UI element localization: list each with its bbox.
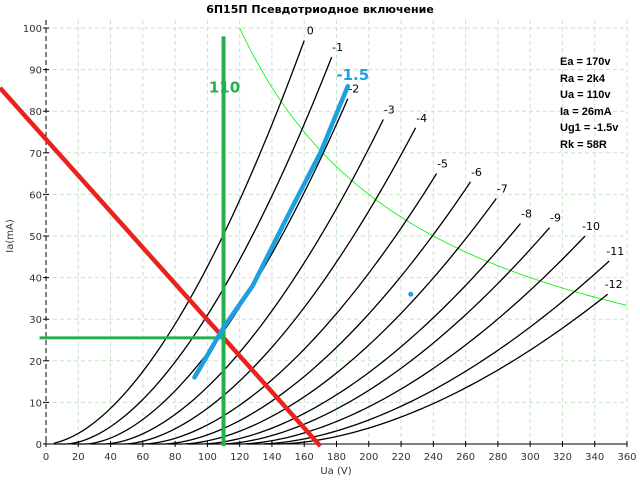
x-tick-label: 140 [262,452,281,463]
x-tick-label: 20 [72,452,85,463]
anode-curve [71,98,349,445]
y-tick-label: 100 [23,24,42,35]
x-axis-label: Ua (V) [320,466,351,477]
y-tick-label: 10 [29,398,42,409]
x-tick-label: 280 [488,452,507,463]
param-ua: Ua = 110v [560,89,611,101]
curve-label: -12 [605,278,623,291]
x-tick-label: 240 [424,452,443,463]
y-tick-label: 0 [36,440,42,451]
y-tick-label: 20 [29,357,42,368]
anode-curve [91,119,384,445]
axes: 0 20 40 60 80 100 120 140 160 180 200 220 240 260 280 3… [23,20,637,463]
x-tick-label: 80 [169,452,182,463]
overlays: 110 -1.5 [0,36,414,448]
x-tick-label: 200 [359,452,378,463]
dissipation-curve [239,27,628,306]
x-tick-label: 0 [43,452,49,463]
x-tick-label: 300 [521,452,540,463]
chart-title: 6П15П Псевдотриодное включение [206,3,434,16]
curve-label: -3 [384,104,395,117]
x-tick-label: 60 [136,452,149,463]
curve-label: -5 [437,158,448,171]
curve-label: -8 [521,208,532,221]
load-line [0,86,323,448]
param-rk: Rk = 58R [560,138,607,151]
y-tick-label: 90 [29,66,42,77]
grid-curve-label: -1.5 [336,66,369,84]
x-tick-label: 160 [295,452,314,463]
marker-point [408,291,414,297]
grid-curve-minus-1-5 [192,83,351,380]
y-tick-label: 50 [29,232,42,243]
y-axis-label: Ia(mA) [5,219,16,253]
anode-curve [226,235,586,445]
anode-curve [54,56,333,445]
x-tick-label: 100 [198,452,217,463]
anode-curves: 0 -1 -2 -3 -4 -5 -6 -7 -8 -9 -10 -11 -12 [53,24,628,445]
anode-curve [110,127,417,445]
parameters-legend: Ea = 170v Ra = 2k4 Ua = 110v Ia = 26mA U… [560,54,618,153]
anode-curve [207,227,551,445]
curve-label: -2 [348,83,359,96]
anode-curve [129,173,438,445]
curve-label: -4 [416,112,427,125]
curve-label: -9 [550,212,561,225]
y-tick-label: 70 [29,149,42,160]
param-ea: Ea = 170v [560,56,611,68]
curve-label: -10 [582,220,600,233]
curve-label: -11 [606,245,624,258]
param-ia: Ia = 26mA [560,105,612,118]
anode-curve [149,181,471,445]
anode-curve [53,40,305,445]
x-tick-label: 360 [617,452,636,463]
x-tick-label: 180 [327,452,346,463]
x-tick-label: 120 [230,452,249,463]
y-tick-label: 30 [29,315,42,326]
y-tick-label: 40 [29,274,42,285]
anode-curve [188,223,521,445]
curve-label: -6 [471,166,482,179]
curve-label: -1 [332,41,343,54]
curve-label: -7 [497,183,508,196]
anode-curve [246,260,610,445]
y-tick-label: 60 [29,190,42,201]
x-tick-label: 340 [585,452,604,463]
curve-label: 0 [307,24,314,37]
y-tick-label: 80 [29,107,42,118]
x-tick-label: 220 [392,452,411,463]
anode-curve [168,198,497,445]
x-tick-label: 320 [553,452,572,463]
operating-voltage-label: 110 [209,79,240,97]
x-tick-label: 40 [104,452,117,463]
anode-curve [263,293,609,445]
param-ug1: Ug1 = -1.5v [560,122,619,134]
param-ra: Ra = 2k4 [560,72,605,85]
x-tick-label: 260 [456,452,475,463]
